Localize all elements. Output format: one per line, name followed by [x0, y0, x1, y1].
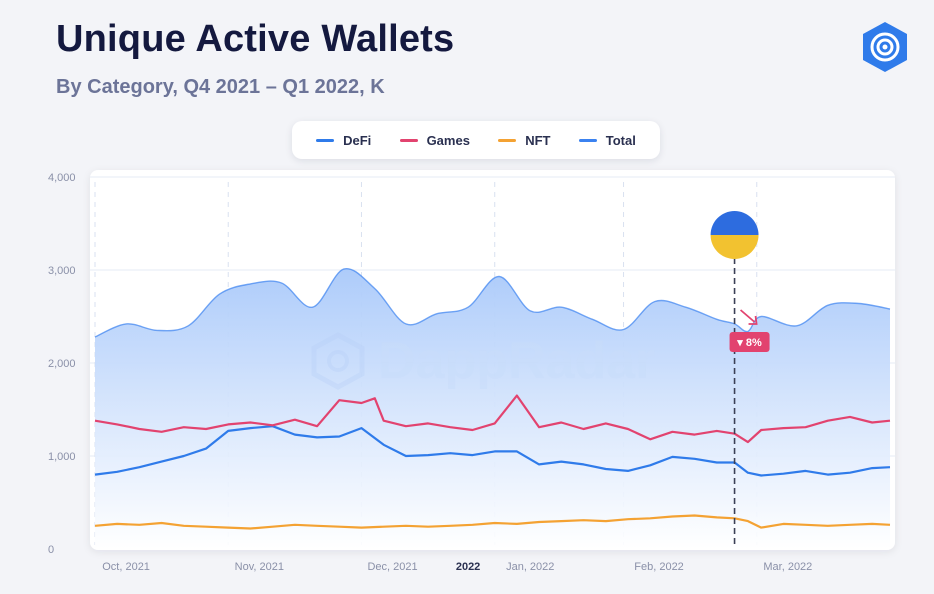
- series-total-area: [95, 268, 890, 549]
- x-tick-label: 2022: [456, 561, 480, 573]
- watermark-text: DappRadar: [378, 332, 655, 390]
- legend-swatch-games: [399, 138, 418, 142]
- chart-legend: DeFi Games NFT Total: [292, 121, 660, 159]
- x-tick-label: Dec, 2021: [367, 561, 417, 573]
- legend-swatch-defi: [316, 138, 335, 142]
- decline-arrowhead: [748, 315, 758, 325]
- legend-label-total: Total: [605, 132, 636, 148]
- legend-label-defi: DeFi: [343, 132, 372, 148]
- change-badge: [729, 332, 770, 352]
- legend-item-total: Total: [578, 132, 636, 148]
- decline-arrow-icon: [739, 309, 756, 323]
- ukraine-flag-icon: [710, 211, 759, 259]
- y-tick-label: 2,000: [48, 358, 76, 370]
- watermark-icon: [311, 332, 365, 390]
- y-tick-label: 4,000: [48, 172, 76, 184]
- legend-swatch-nft: [498, 138, 517, 142]
- legend-item-nft: NFT: [498, 133, 550, 148]
- x-tick-label: Mar, 2022: [763, 561, 812, 573]
- dappradar-logo-icon: [863, 22, 907, 72]
- legend-label-games: Games: [426, 132, 470, 148]
- legend-item-defi: DeFi: [316, 133, 371, 148]
- chart-subtitle: By Category, Q4 2021 – Q1 2022, K: [56, 76, 385, 98]
- change-badge-label: ▾ 8%: [736, 337, 762, 349]
- series-nft-line: [94, 514, 891, 530]
- legend-item-games: Games: [399, 132, 470, 148]
- series-games-line: [94, 394, 891, 444]
- series-defi-line: [94, 425, 891, 477]
- y-tick-label: 1,000: [48, 451, 76, 463]
- legend-swatch-total: [578, 138, 597, 142]
- x-tick-label: Feb, 2022: [634, 561, 684, 573]
- y-tick-label: 3,000: [48, 265, 76, 277]
- y-tick-label: 0: [48, 544, 54, 556]
- x-tick-label: Jan, 2022: [506, 561, 554, 573]
- chart-title: Unique Active Wallets: [56, 18, 455, 60]
- axis-layer: 4,000 3,000 2,000 1,000 0 Oct, 2021 Nov, 2021 D…: [48, 172, 812, 573]
- x-tick-label: Oct, 2021: [102, 561, 150, 573]
- x-tick-label: Nov, 2021: [235, 561, 284, 573]
- lines-layer: [94, 394, 891, 530]
- legend-label-nft: NFT: [525, 132, 551, 148]
